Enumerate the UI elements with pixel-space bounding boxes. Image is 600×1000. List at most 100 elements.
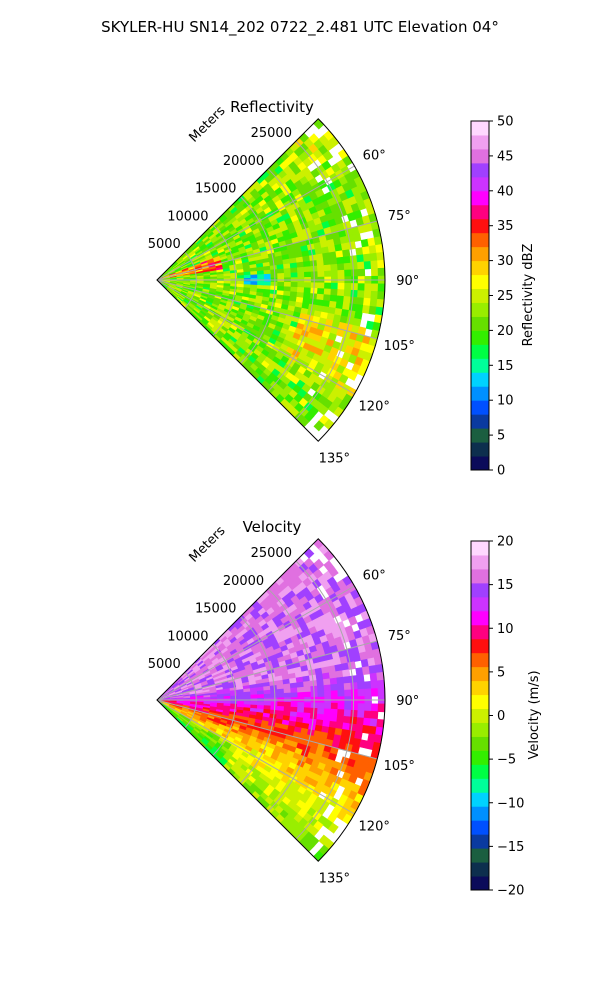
azimuth-tick-label: 120° (359, 819, 390, 834)
field-cell (344, 689, 352, 698)
field-cell (323, 714, 332, 722)
colorbar-tick-label: −5 (497, 753, 516, 768)
field-cell (317, 282, 325, 290)
field-cell (355, 667, 364, 676)
field-cell (356, 254, 365, 263)
field-cell (344, 702, 352, 711)
field-cell (317, 685, 325, 692)
colorbar-tick-label: −20 (497, 884, 524, 899)
colorbar-tick-label: 45 (497, 149, 514, 164)
azimuth-gridline (156, 699, 378, 760)
field-cell (343, 262, 352, 271)
field-cell (364, 688, 372, 697)
colorbar-swatch (471, 652, 489, 668)
field-cell (330, 263, 339, 272)
colorbar-swatch (471, 400, 489, 415)
field-cell (237, 695, 245, 699)
field-cell (364, 283, 372, 292)
field-cell (283, 272, 292, 279)
field-cell (328, 671, 338, 680)
field-cell (290, 282, 299, 288)
field-cell (350, 269, 359, 277)
field-cell (263, 689, 272, 695)
azimuth-tick-label: 105° (384, 339, 415, 354)
azimuth-tick-label: 60° (363, 569, 386, 584)
field-cell (256, 690, 265, 696)
azimuth-gridline (156, 640, 378, 701)
field-cell (250, 274, 258, 279)
field-cell (335, 670, 344, 679)
field-cell (349, 255, 358, 264)
field-cell (290, 272, 299, 278)
field-cell (324, 690, 332, 698)
field-cell (277, 693, 285, 699)
field-cell (323, 294, 332, 302)
range-axis-label: Meters (187, 523, 229, 565)
azimuth-gridline (156, 279, 378, 340)
colorbar-swatch (471, 190, 489, 206)
field-cell (296, 287, 305, 294)
field-cell (350, 682, 359, 691)
field-cell (257, 694, 265, 699)
field-cell (363, 290, 372, 300)
colorbar-swatch (471, 876, 489, 891)
azimuth-tick-label: 120° (359, 399, 390, 414)
colorbar-swatch (471, 442, 489, 457)
field-cell (263, 693, 272, 699)
field-cell (223, 275, 232, 280)
field-cell (303, 260, 311, 268)
colorbar-tick-label: 40 (497, 184, 514, 199)
azimuth-gridline (156, 585, 355, 701)
colorbar-swatch (471, 554, 489, 570)
colorbar-tick-label: −15 (497, 840, 524, 855)
field-cell (363, 297, 372, 307)
field-cell (363, 260, 372, 270)
field-cell (357, 710, 365, 719)
colorbar-swatch (471, 680, 489, 696)
range-tick-label: 10000 (167, 629, 208, 644)
azimuth-tick-label: 75° (388, 629, 411, 644)
colorbar-tick-label: 30 (497, 254, 514, 269)
colorbar-swatch (471, 386, 489, 401)
field-cell (357, 688, 366, 697)
field-cell (337, 289, 345, 297)
range-tick-label: 25000 (251, 546, 292, 561)
colorbar-tick-label: 50 (497, 115, 514, 130)
field-cell (347, 370, 358, 381)
field-cell (330, 690, 339, 698)
field-cell (290, 687, 298, 694)
colorbar-swatch (471, 372, 489, 387)
field-cell (297, 271, 305, 278)
field-cell (343, 289, 352, 298)
field-cell (304, 702, 312, 709)
field-cell (289, 262, 298, 269)
colorbar-swatch (471, 764, 489, 779)
colorbar-swatch (471, 666, 489, 682)
field-cell (344, 282, 352, 291)
field-cell (337, 689, 346, 698)
colorbar-swatch (471, 274, 489, 290)
field-cell (343, 255, 352, 264)
field-cell (342, 669, 351, 678)
field-cell (250, 694, 258, 699)
field-cell (363, 680, 372, 690)
colorbar-tick-label: 15 (497, 359, 514, 374)
field-cell (343, 675, 352, 684)
colorbar-swatch (471, 148, 489, 164)
field-cell (357, 290, 365, 299)
field-cell (328, 251, 338, 260)
field-cell (377, 283, 386, 293)
field-cell (336, 676, 345, 685)
field-cell (270, 273, 278, 279)
colorbar-swatch (471, 708, 489, 723)
colorbar-swatch (471, 541, 489, 556)
azimuth-tick-label: 90° (396, 694, 419, 709)
azimuth-gridline (156, 279, 355, 395)
field-cell (343, 709, 352, 718)
field-cell (369, 252, 378, 262)
field-cell (370, 703, 379, 712)
field-cell (270, 701, 278, 707)
colorbar-tick-label: 5 (497, 429, 505, 444)
field-cell (230, 275, 238, 280)
azimuth-gridline (156, 699, 355, 815)
